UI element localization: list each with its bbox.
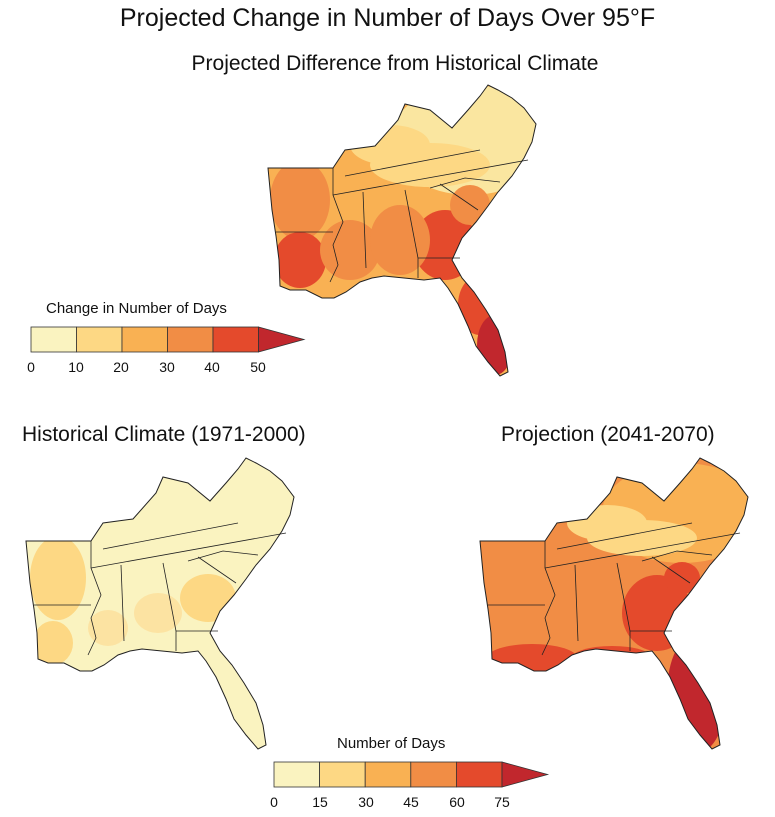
difference-map-title: Projected Difference from Historical Cli… [191, 52, 599, 75]
days-legend-title: Number of Days [337, 735, 446, 752]
legend-swatch [212, 326, 259, 353]
difference-map [267, 84, 537, 377]
legend-overflow-arrow [501, 761, 550, 788]
legend-swatch [76, 326, 123, 353]
page-title: Projected Change in Number of Days Over … [119, 4, 656, 32]
change-legend-tick: 10 [68, 359, 84, 375]
legend-overflow-arrow [258, 326, 306, 353]
legend-swatch [410, 761, 457, 788]
days-legend-bar [273, 761, 550, 788]
legend-swatch [273, 761, 320, 788]
days-legend-tick: 30 [358, 794, 374, 810]
legend-swatch [30, 326, 77, 353]
change-legend-tick: 20 [113, 359, 129, 375]
projection-map-title: Projection (2041-2070) [501, 423, 715, 446]
change-legend-tick: 0 [27, 359, 35, 375]
days-legend-tick: 0 [270, 794, 278, 810]
change-legend-tick: 30 [159, 359, 175, 375]
change-legend-tick: 50 [250, 359, 266, 375]
historical-map [25, 457, 295, 750]
legend-swatch [319, 761, 366, 788]
change-legend-title: Change in Number of Days [46, 300, 227, 317]
days-legend-tick: 60 [449, 794, 465, 810]
historical-map-title: Historical Climate (1971-2000) [22, 423, 306, 446]
days-legend-tick: 75 [494, 794, 510, 810]
days-legend-tick: 45 [403, 794, 419, 810]
change-legend-tick: 40 [204, 359, 220, 375]
legend-swatch [167, 326, 214, 353]
change-legend-bar [30, 326, 306, 353]
projection-map [479, 457, 749, 750]
legend-swatch [121, 326, 168, 353]
days-legend-tick: 15 [312, 794, 328, 810]
legend-swatch [364, 761, 412, 788]
legend-swatch [455, 761, 503, 788]
